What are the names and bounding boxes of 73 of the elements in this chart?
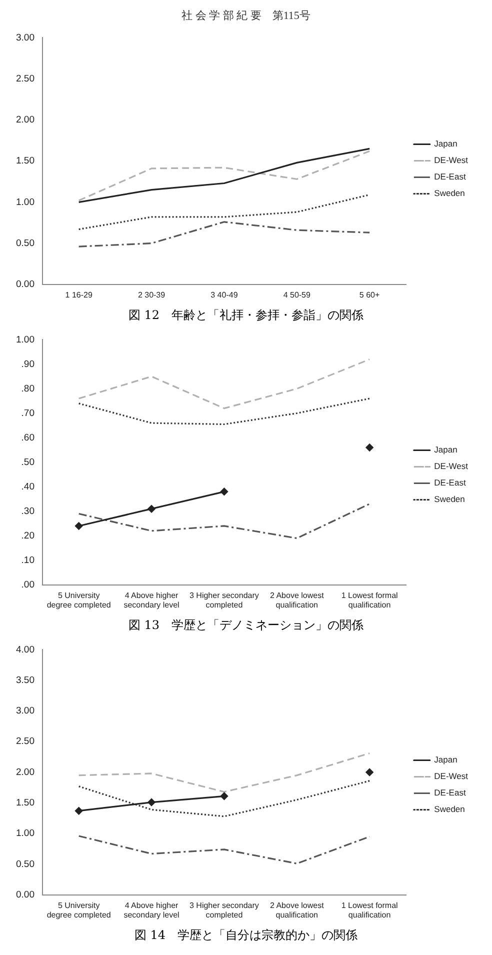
legend-label: DE-East xyxy=(434,788,466,798)
y-tick-label: 3.00 xyxy=(16,32,34,44)
point xyxy=(148,505,156,513)
x-tick-label: 2 30-39 xyxy=(138,290,166,300)
y-tick-label: .40 xyxy=(21,481,34,492)
legend-label: DE-West xyxy=(434,461,469,472)
y-tick-label: .20 xyxy=(21,530,34,542)
point xyxy=(148,798,156,806)
legend-label: DE-East xyxy=(434,172,466,182)
y-tick-label: 2.50 xyxy=(16,736,34,748)
line-series xyxy=(78,503,370,540)
y-tick-label: 1.00 xyxy=(16,334,34,346)
y-tick-label: 2.50 xyxy=(16,73,34,84)
x-tick-label: 3 Higher secondary completed xyxy=(190,900,259,920)
text: 社 会 学 部 紀 要 第115号 xyxy=(180,8,312,24)
text: 図 13 学歴と「デノミネーション」の関係 xyxy=(127,617,365,634)
legend-label: Sweden xyxy=(434,188,466,198)
y-tick-label: 3.50 xyxy=(16,674,34,686)
line-series xyxy=(78,835,370,864)
x-tick-label: 1 Lowest formal qualification xyxy=(341,900,398,920)
point xyxy=(75,522,83,530)
y-tick-label: 1.00 xyxy=(16,828,34,840)
x-tick-label: 2 Above lowest qualification xyxy=(270,590,325,610)
legend-label: DE-West xyxy=(434,155,469,166)
line-series xyxy=(78,398,370,426)
point xyxy=(220,488,228,496)
x-tick-label: 5 60+ xyxy=(359,290,380,300)
point xyxy=(220,792,228,800)
legend-label: Sweden xyxy=(434,494,466,504)
x-tick-label: 4 Above higher secondary level xyxy=(124,590,180,610)
y-tick-label: 0.00 xyxy=(16,889,34,900)
legend-label: Japan xyxy=(434,754,458,765)
x-tick-label: 3 40-49 xyxy=(210,290,238,300)
y-tick-label: 2.00 xyxy=(16,766,34,778)
line-series xyxy=(78,358,370,410)
y-tick-label: 1.50 xyxy=(16,798,34,809)
x-tick-label: 2 Above lowest qualification xyxy=(270,900,325,920)
legend-label: Japan xyxy=(434,444,458,455)
y-tick-label: 1.50 xyxy=(16,156,34,167)
x-tick-label: 3 Higher secondary completed xyxy=(190,590,259,610)
y-tick-label: .50 xyxy=(21,456,34,468)
y-tick-label: 0.50 xyxy=(16,238,34,249)
line-series xyxy=(78,780,370,818)
x-tick-label: 5 University degree completed xyxy=(46,590,111,610)
y-tick-label: .80 xyxy=(21,383,34,394)
legend-label: DE-West xyxy=(434,771,469,782)
point xyxy=(75,807,83,815)
x-tick-label: 4 50-59 xyxy=(283,290,311,300)
y-tick-label: 0.50 xyxy=(16,858,34,870)
x-tick-label: 1 16-29 xyxy=(65,290,93,300)
line-series xyxy=(78,194,370,230)
legend-label: Japan xyxy=(434,138,458,149)
point xyxy=(366,768,374,776)
y-tick-label: 0.00 xyxy=(16,279,34,290)
y-tick-label: .30 xyxy=(21,506,34,517)
text: 図 12 年齢と「礼拝・参拝・参詣」の関係 xyxy=(127,307,365,324)
y-tick-label: .70 xyxy=(21,408,34,419)
legend-label: Sweden xyxy=(434,804,466,814)
line-series xyxy=(78,221,370,248)
x-tick-label: 4 Above higher secondary level xyxy=(124,900,180,920)
text: 図 14 学歴と「自分は宗教的か」の関係 xyxy=(133,927,359,944)
legend-label: DE-East xyxy=(434,478,466,488)
x-tick-label: 1 Lowest formal qualification xyxy=(341,590,398,610)
y-tick-label: 3.00 xyxy=(16,706,34,717)
y-tick-label: 4.00 xyxy=(16,644,34,656)
y-tick-label: .60 xyxy=(21,432,34,444)
point xyxy=(366,444,374,452)
y-tick-label: .90 xyxy=(21,358,34,370)
y-tick-label: 1.00 xyxy=(16,196,34,208)
y-tick-label: .00 xyxy=(21,579,34,590)
x-tick-label: 5 University degree completed xyxy=(46,900,111,920)
y-tick-label: 2.00 xyxy=(16,114,34,126)
y-tick-label: .10 xyxy=(21,554,34,566)
